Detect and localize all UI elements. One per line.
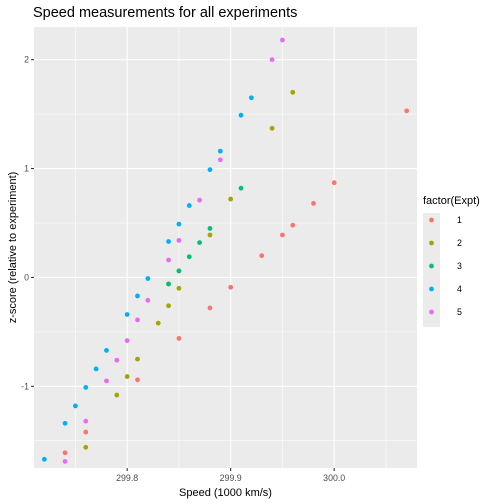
point-expt-5 [270, 57, 275, 62]
point-expt-4 [125, 312, 130, 317]
point-expt-5 [63, 459, 68, 464]
point-expt-1 [63, 450, 68, 455]
plot-panel [34, 27, 417, 468]
point-expt-4 [83, 385, 88, 390]
point-expt-1 [208, 306, 213, 311]
legend-label-2: 2 [457, 238, 462, 248]
point-expt-4 [177, 222, 182, 227]
point-expt-1 [228, 285, 233, 290]
point-expt-1 [259, 253, 264, 258]
x-tick-label: 300.0 [323, 473, 345, 483]
x-tick-label: 299.8 [116, 473, 138, 483]
point-expt-4 [239, 113, 244, 118]
point-expt-1 [83, 430, 88, 435]
legend-key-3 [429, 264, 434, 269]
point-expt-3 [197, 240, 202, 245]
point-expt-4 [73, 404, 78, 409]
point-expt-5 [83, 419, 88, 424]
x-axis-label: Speed (1000 km/s) [179, 487, 272, 499]
point-expt-5 [104, 378, 109, 383]
point-expt-3 [177, 269, 182, 274]
point-expt-2 [156, 321, 161, 326]
point-expt-3 [208, 226, 213, 231]
point-expt-2 [135, 357, 140, 362]
point-expt-2 [166, 303, 171, 308]
x-tick-label: 299.9 [220, 473, 242, 483]
point-expt-5 [166, 258, 171, 263]
point-expt-2 [270, 126, 275, 131]
point-expt-1 [280, 233, 285, 238]
legend-label-5: 5 [457, 307, 462, 317]
legend-label-1: 1 [457, 215, 462, 225]
point-expt-5 [145, 298, 150, 303]
point-expt-2 [208, 233, 213, 238]
point-expt-5 [218, 157, 223, 162]
y-tick-label: 2 [24, 55, 29, 65]
point-expt-3 [239, 186, 244, 191]
point-expt-1 [290, 223, 295, 228]
point-expt-4 [218, 149, 223, 154]
point-expt-1 [311, 201, 316, 206]
point-expt-5 [280, 38, 285, 43]
point-expt-5 [197, 198, 202, 203]
point-expt-5 [177, 238, 182, 243]
point-expt-5 [135, 318, 140, 323]
point-expt-5 [125, 338, 130, 343]
point-expt-4 [249, 95, 254, 100]
point-expt-2 [125, 374, 130, 379]
legend-label-4: 4 [457, 284, 462, 294]
point-expt-4 [135, 294, 140, 299]
point-expt-4 [145, 276, 150, 281]
chart-title: Speed measurements for all experiments [33, 5, 297, 21]
point-expt-2 [290, 90, 295, 95]
point-expt-4 [63, 421, 68, 426]
point-expt-2 [228, 197, 233, 202]
legend-key-4 [429, 287, 434, 292]
point-expt-2 [83, 445, 88, 450]
point-expt-3 [166, 282, 171, 287]
y-axis-label: z-score (relative to experiment) [7, 172, 19, 324]
point-expt-1 [404, 108, 409, 113]
point-expt-4 [104, 348, 109, 353]
y-tick-label: 1 [24, 164, 29, 174]
point-expt-2 [114, 393, 119, 398]
point-expt-5 [114, 358, 119, 363]
legend-key-2 [429, 241, 434, 246]
point-expt-2 [177, 286, 182, 291]
point-expt-4 [208, 167, 213, 172]
y-tick-label: -1 [21, 381, 29, 391]
y-tick-label: 0 [24, 272, 29, 282]
point-expt-4 [187, 203, 192, 208]
point-expt-1 [177, 336, 182, 341]
point-expt-4 [166, 239, 171, 244]
legend-key-5 [429, 310, 434, 315]
legend-key-1 [429, 218, 434, 223]
point-expt-1 [135, 377, 140, 382]
point-expt-4 [94, 367, 99, 372]
legend-label-3: 3 [457, 261, 462, 271]
point-expt-4 [42, 457, 47, 462]
legend-title: factor(Expt) [423, 195, 480, 207]
point-expt-3 [187, 254, 192, 259]
point-expt-1 [332, 180, 337, 185]
